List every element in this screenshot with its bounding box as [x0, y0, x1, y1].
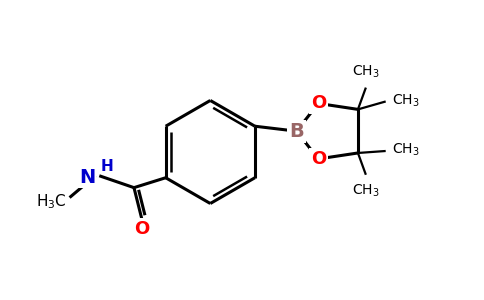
Text: CH$_3$: CH$_3$ — [392, 92, 419, 109]
Text: CH$_3$: CH$_3$ — [352, 183, 379, 199]
Text: H$_3$C: H$_3$C — [36, 192, 67, 211]
Text: O: O — [311, 94, 326, 112]
Text: O: O — [134, 220, 150, 238]
Text: N: N — [79, 168, 95, 187]
Text: B: B — [289, 122, 304, 141]
Text: O: O — [311, 150, 326, 168]
Text: CH$_3$: CH$_3$ — [392, 142, 419, 158]
Text: CH$_3$: CH$_3$ — [352, 63, 379, 80]
Text: H: H — [100, 159, 113, 174]
